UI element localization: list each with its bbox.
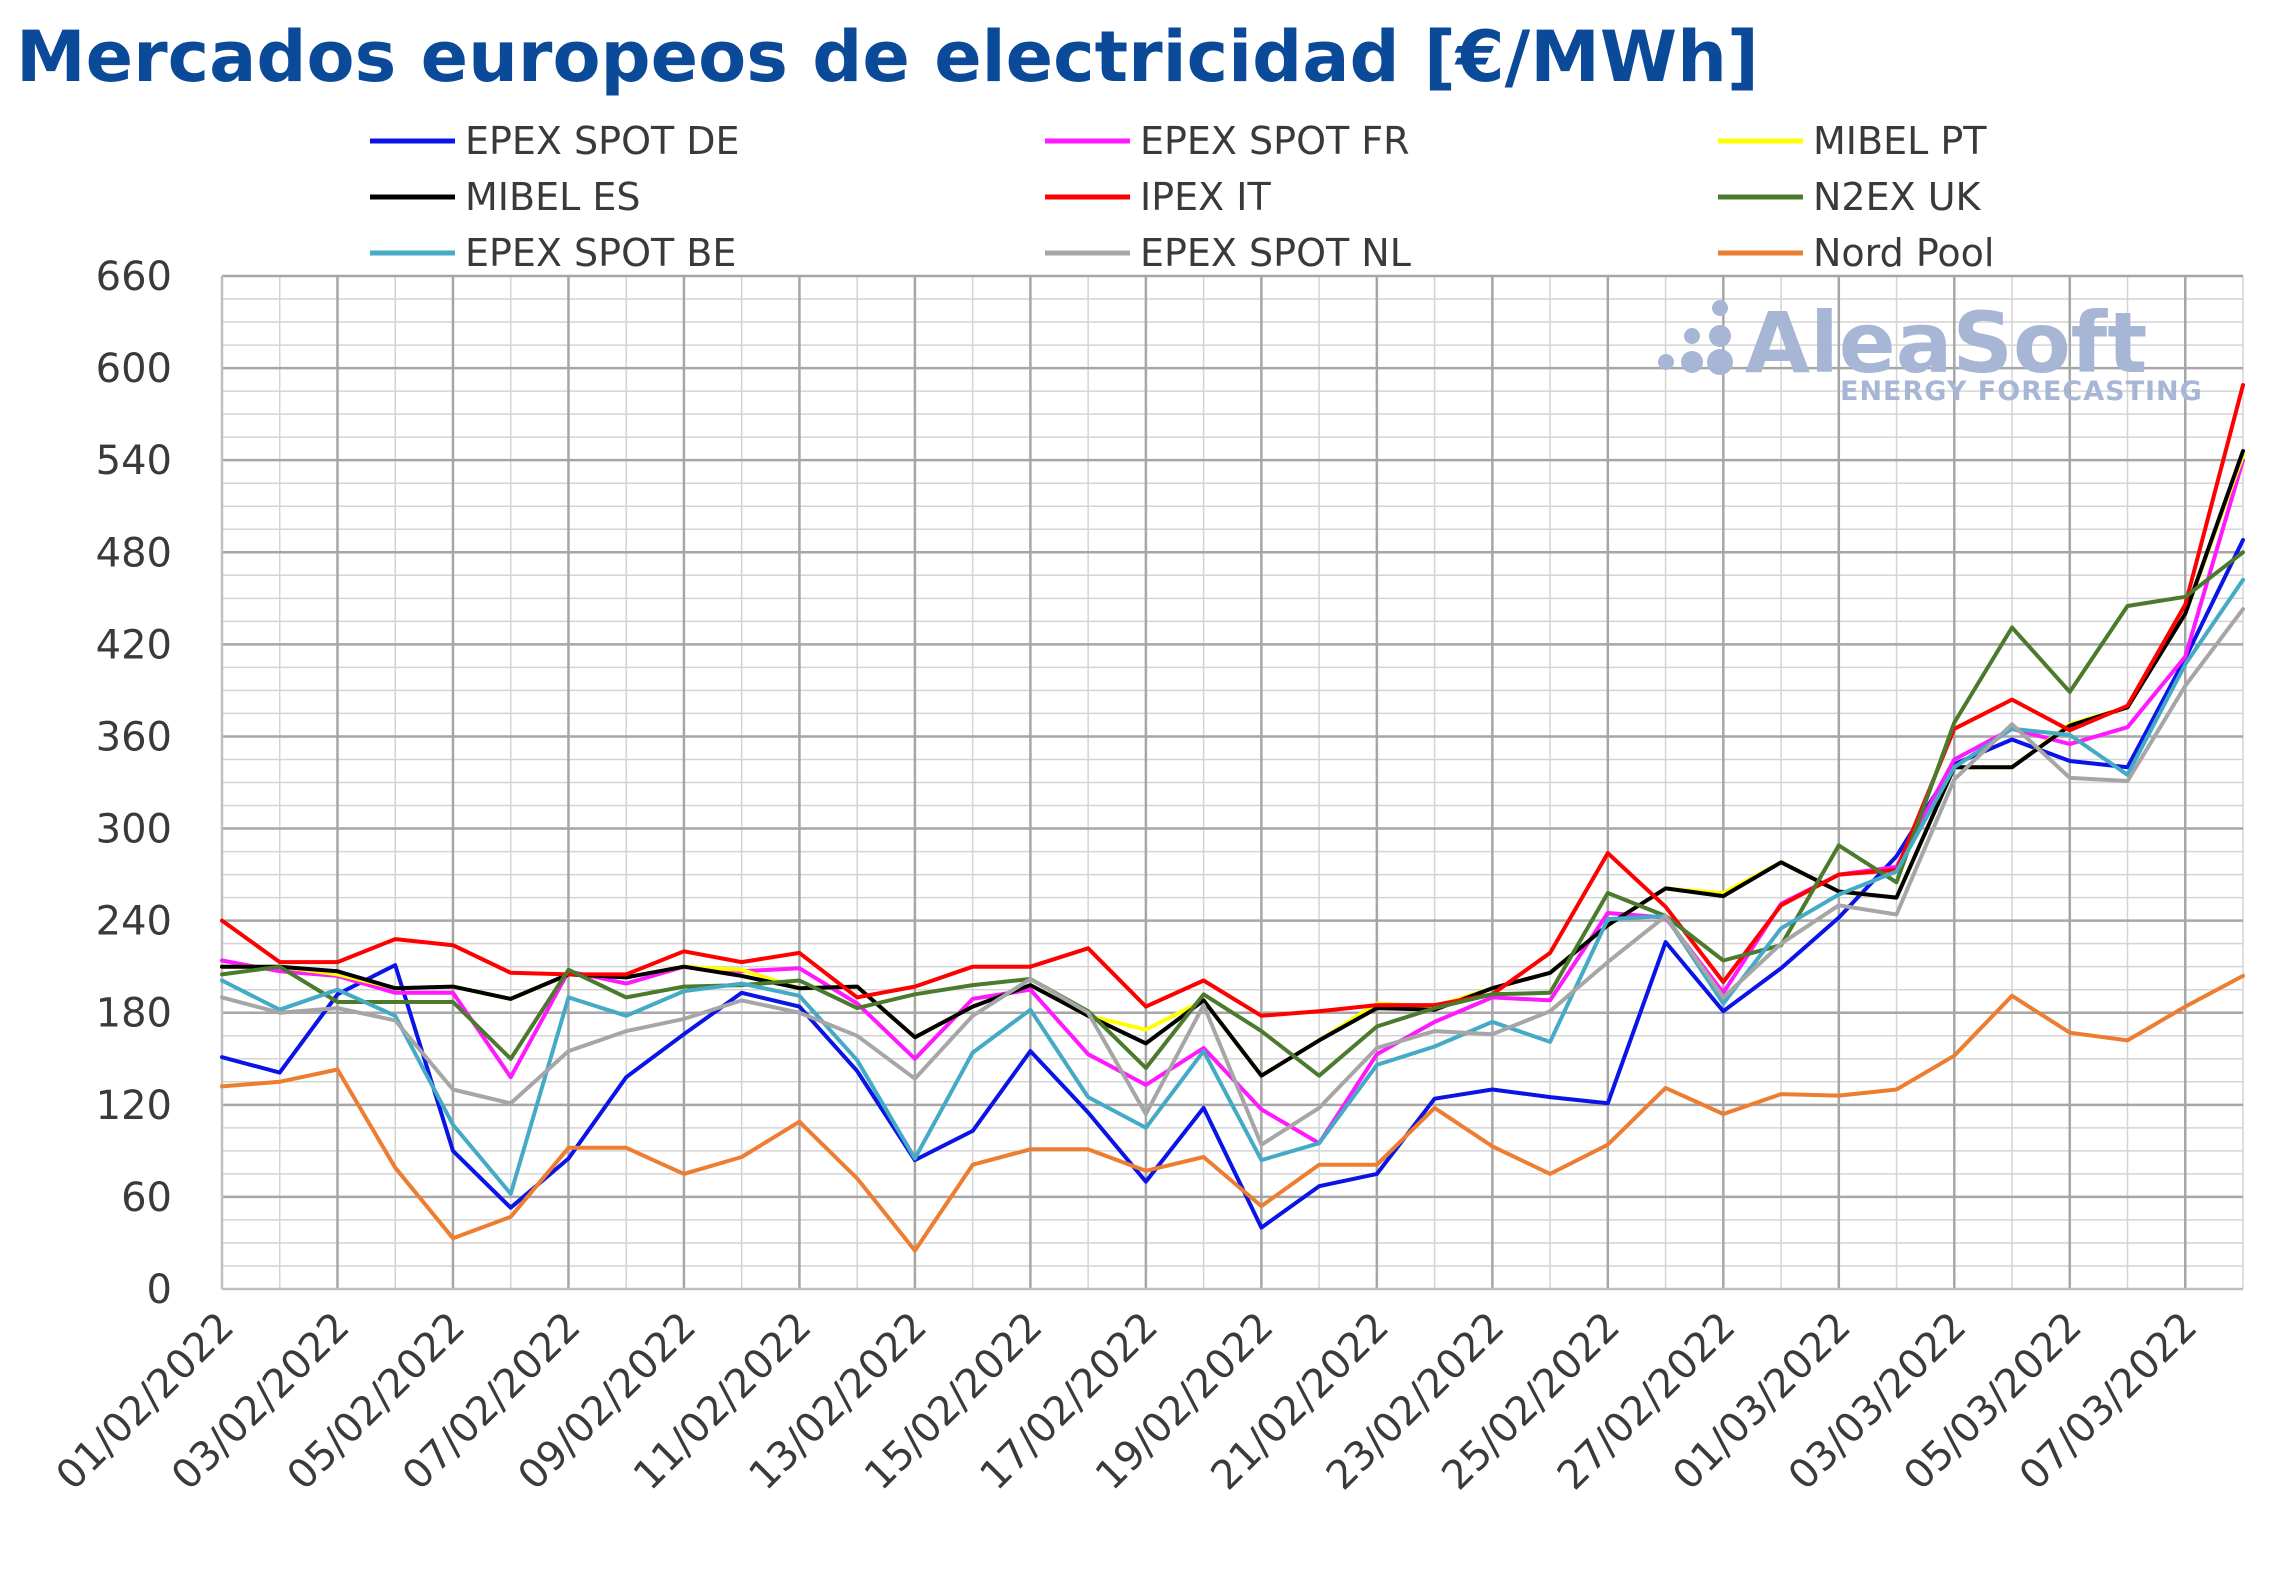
legend-label: EPEX SPOT FR [1140, 119, 1410, 163]
series-line [220, 973, 2245, 1253]
legend-label: MIBEL PT [1813, 119, 1987, 163]
legend-item: N2EX UK [1718, 175, 1982, 219]
series-line [220, 449, 2245, 1078]
series-epex-spot-de [220, 538, 2245, 1230]
series-nord-pool [220, 973, 2245, 1253]
legend-label: MIBEL ES [465, 175, 640, 219]
series-line [220, 383, 2245, 1018]
legend-item: EPEX SPOT DE [370, 119, 740, 163]
y-tick-label: 120 [96, 1083, 172, 1129]
legend-item: IPEX IT [1045, 175, 1271, 219]
legend-label: EPEX SPOT BE [465, 231, 736, 275]
series-epex-spot-be [220, 577, 2245, 1196]
y-tick-label: 540 [96, 438, 172, 484]
y-tick-label: 600 [96, 346, 172, 392]
series-line [220, 577, 2245, 1196]
y-tick-label: 480 [96, 530, 172, 576]
series-lines [220, 383, 2245, 1253]
series-line [220, 607, 2245, 1147]
y-tick-label: 420 [96, 622, 172, 668]
legend-label: EPEX SPOT NL [1140, 231, 1411, 275]
series-line [220, 538, 2245, 1230]
legend-item: MIBEL ES [370, 175, 640, 219]
legend-item: MIBEL PT [1718, 119, 1987, 163]
y-tick-label: 180 [96, 991, 172, 1037]
watermark: AleaSoft ENERGY FORECASTING [1658, 294, 2203, 407]
legend-label: N2EX UK [1813, 175, 1982, 219]
series-mibel-es [220, 449, 2245, 1078]
legend-label: Nord Pool [1813, 231, 1994, 275]
series-epex-spot-nl [220, 607, 2245, 1147]
y-tick-label: 660 [96, 254, 172, 300]
y-tick-label: 240 [96, 899, 172, 945]
legend-item: Nord Pool [1718, 231, 1994, 275]
legend-item: EPEX SPOT NL [1045, 231, 1411, 275]
y-tick-label: 300 [96, 807, 172, 853]
legend-item: EPEX SPOT FR [1045, 119, 1410, 163]
legend: EPEX SPOT DE EPEX SPOT FR MIBEL PT MIBEL ES… [370, 119, 1994, 275]
legend-label: EPEX SPOT DE [465, 119, 740, 163]
aleasoft-logo-icon [1658, 300, 1733, 375]
legend-item: EPEX SPOT BE [370, 231, 736, 275]
series-ipex-it [220, 383, 2245, 1018]
y-tick-label: 60 [121, 1175, 172, 1221]
y-tick-label: 360 [96, 714, 172, 760]
watermark-tagline: ENERGY FORECASTING [1840, 376, 2203, 407]
y-tick-label: 0 [147, 1267, 172, 1313]
chart-title: Mercados europeos de electricidad [€/MWh… [16, 16, 1759, 98]
watermark-brand: AleaSoft [1745, 294, 2147, 392]
legend-label: IPEX IT [1140, 175, 1271, 219]
